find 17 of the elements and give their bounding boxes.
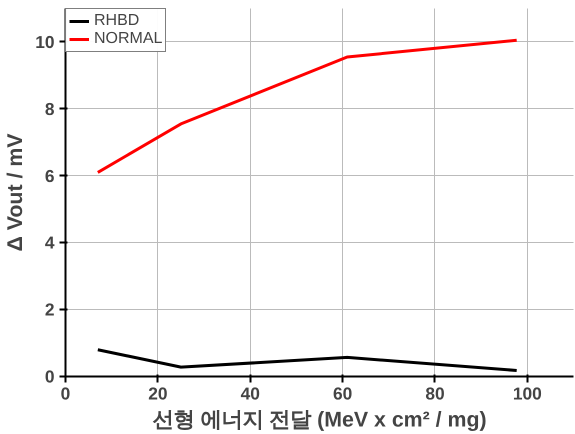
x-tick-label: 40 (240, 384, 260, 404)
legend-label: NORMAL (94, 30, 162, 48)
x-tick-label: 60 (332, 384, 352, 404)
x-tick-label: 100 (512, 384, 542, 404)
x-tick-label: 0 (60, 384, 70, 404)
legend-label: RHBD (94, 12, 140, 30)
x-axis-title: 선형 에너지 전달 (MeV x cm² / mg) (152, 408, 487, 432)
y-tick-label: 4 (44, 232, 55, 253)
y-axis-title: Δ Vout / mV (3, 132, 28, 252)
x-tick-label: 20 (148, 384, 168, 404)
y-tick-label: 10 (35, 32, 55, 52)
y-tick-label: 0 (44, 366, 55, 386)
y-tick-label: 2 (44, 300, 55, 320)
line-series (96, 348, 518, 372)
y-tick-label: 6 (44, 166, 55, 186)
y-tick-label: 8 (44, 98, 55, 119)
x-tick-label: 80 (425, 384, 445, 404)
